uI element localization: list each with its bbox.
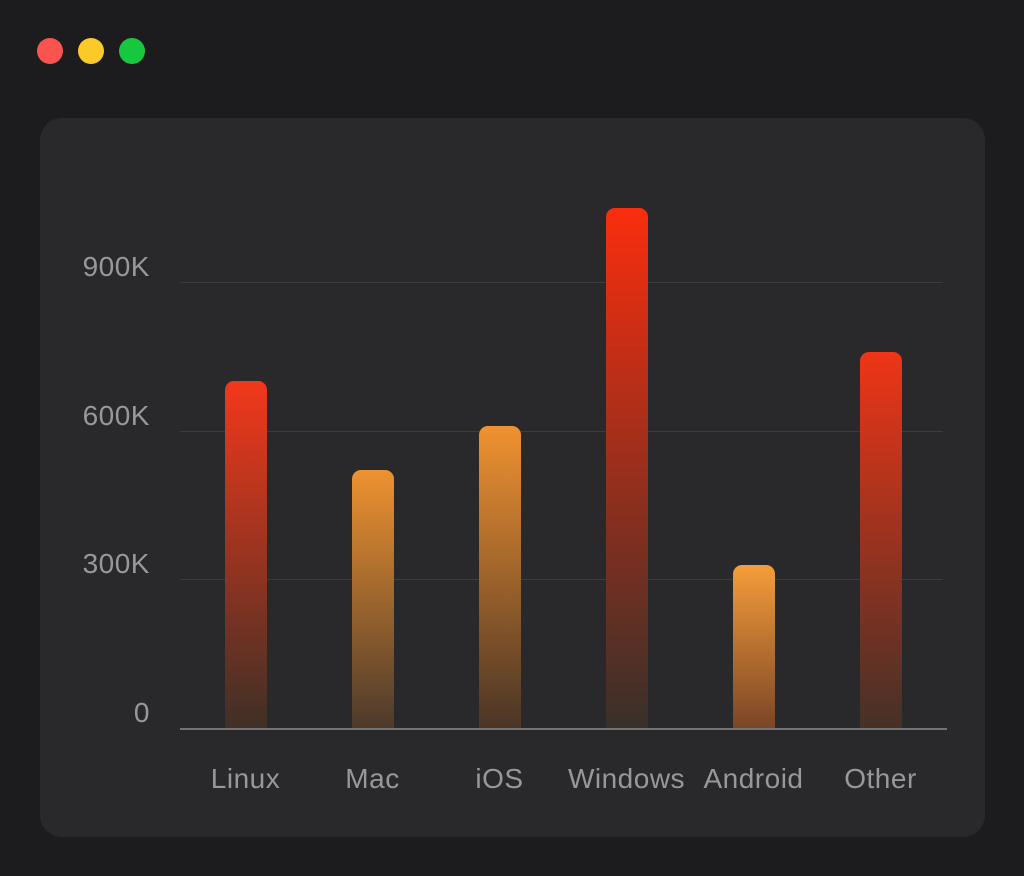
y-axis-tick-label: 300K <box>82 548 150 580</box>
bar-mac <box>351 470 394 728</box>
bar-other <box>859 351 902 728</box>
x-axis-tick-label: Other <box>844 763 917 794</box>
x-axis-tick-label: Linux <box>210 763 281 794</box>
x-axis-tick-label: Mac <box>345 763 400 794</box>
gridline-600K <box>180 430 943 432</box>
x-axis-tick-label: Android <box>703 763 804 794</box>
close-button[interactable] <box>37 38 63 64</box>
gridline-300K <box>180 579 943 581</box>
y-axis-tick-label: 600K <box>82 399 150 431</box>
chart-panel: 0 300K 600K 900K Linux Mac iOS Windows Android Ot… <box>40 118 985 837</box>
x-axis-tick-label: iOS <box>475 763 524 794</box>
bar-ios <box>478 425 521 728</box>
x-axis-tick-label: Windows <box>567 763 686 794</box>
minimize-button[interactable] <box>78 38 104 64</box>
y-axis-tick-label: 0 <box>133 697 150 728</box>
bar-windows <box>605 207 648 728</box>
titlebar <box>37 38 145 64</box>
bar-linux <box>224 381 267 728</box>
gridline-900K <box>180 282 943 284</box>
bar-chart: 0 300K 600K 900K Linux Mac iOS Windows Android Ot… <box>40 118 985 837</box>
bar-android <box>732 564 775 728</box>
zoom-button[interactable] <box>119 38 145 64</box>
y-axis-tick-label: 900K <box>82 251 150 283</box>
x-axis-line <box>180 728 947 730</box>
